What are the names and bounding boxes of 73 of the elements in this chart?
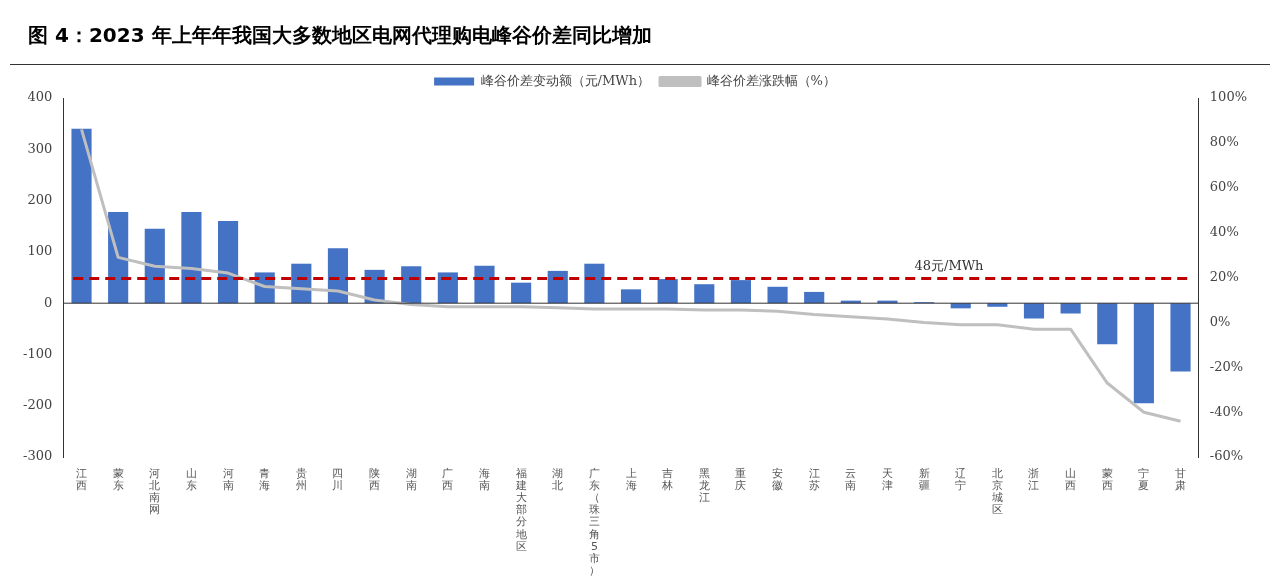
x-tick-label: 重庆	[735, 467, 747, 493]
bar	[1170, 303, 1191, 372]
bar	[401, 266, 422, 304]
bar	[181, 211, 202, 304]
y-tick-label: -300	[22, 448, 53, 464]
x-tick-label: 吉林	[661, 467, 674, 493]
bar	[657, 279, 678, 304]
bar	[144, 228, 165, 304]
legend-label: 峰谷价差变动额（元/MWh）	[480, 72, 651, 88]
x-tick-label: 蒙西	[1101, 467, 1113, 493]
y2-tick-label: -60%	[1209, 448, 1244, 464]
x-tick-label: 浙江	[1028, 467, 1040, 493]
x-tick-label: 新疆	[918, 467, 930, 493]
bar	[547, 270, 568, 304]
x-tick-label: 北京城区	[990, 467, 1003, 517]
x-tick-label: 甘肃	[1175, 467, 1187, 493]
x-tick-label: 云南	[845, 467, 857, 493]
y-tick-label: 100	[27, 243, 53, 259]
y2-tick-label: 20%	[1209, 268, 1239, 284]
y2-tick-label: 40%	[1209, 224, 1239, 240]
x-tick-label: 陕西	[369, 467, 381, 493]
y-tick-label: 300	[27, 140, 53, 156]
bar	[767, 286, 788, 304]
x-tick-label: 四川	[332, 467, 344, 493]
x-tick-label: 河南	[222, 467, 234, 493]
x-tick-label: 福建大部分地区	[514, 467, 527, 553]
bar	[730, 280, 751, 304]
x-tick-label: 上海	[625, 467, 637, 493]
y2-tick-label: -40%	[1209, 403, 1244, 419]
y2-tick-label: 0%	[1209, 313, 1231, 329]
bar	[584, 263, 605, 304]
bar	[804, 291, 825, 304]
x-tick-label: 贵州	[295, 467, 307, 493]
x-tick-label: 青海	[259, 467, 271, 493]
y-tick-label: 400	[27, 89, 53, 105]
category-label: 广东（珠三角5市）	[588, 467, 600, 577]
bar	[511, 282, 532, 304]
y-tick-label: -200	[22, 397, 53, 413]
bar	[437, 272, 458, 304]
y2-tick-label: 80%	[1209, 134, 1239, 150]
bar	[71, 128, 92, 304]
ref-line-label: 48元/MWh	[914, 257, 985, 273]
x-tick-label: 河北南网	[149, 467, 161, 517]
x-tick-label: 江西	[76, 467, 88, 493]
y-tick-label: 0	[43, 294, 53, 310]
bar	[1023, 303, 1045, 319]
y-tick-label: 200	[27, 191, 53, 207]
bar	[327, 248, 349, 304]
y-tick-label: -100	[22, 345, 53, 361]
legend-label: 峰谷价差涨跌幅（%）	[706, 72, 836, 88]
x-tick-label: 辽宁	[955, 467, 967, 493]
bar	[1133, 303, 1154, 404]
x-tick-label: 山西	[1065, 467, 1077, 493]
y2-tick-label: 60%	[1209, 179, 1239, 195]
x-tick-label: 安徽	[772, 467, 784, 493]
x-tick-label: 宁夏	[1138, 467, 1150, 493]
x-tick-label: 黑龙江	[698, 467, 710, 505]
y2-tick-label: 100%	[1209, 89, 1248, 105]
x-tick-label: 海南	[478, 467, 490, 493]
bar	[694, 284, 715, 304]
x-tick-label: 江苏	[808, 467, 820, 493]
bar	[474, 265, 495, 304]
x-tick-label: 湖北	[552, 467, 564, 493]
x-tick-label: 天津	[881, 467, 893, 493]
x-tick-label: 山东	[185, 467, 197, 493]
x-tick-label: 湖南	[405, 467, 417, 493]
bar	[217, 221, 239, 304]
chart-title: 图 4：2023 年上年年我国大多数地区电网代理购电峰谷价差同比增加	[27, 22, 653, 49]
x-tick-label: 广西	[442, 467, 454, 493]
bar	[1097, 303, 1118, 345]
x-tick-label: 蒙东	[112, 467, 124, 493]
y2-tick-label: -20%	[1209, 358, 1244, 374]
bar	[620, 289, 642, 304]
